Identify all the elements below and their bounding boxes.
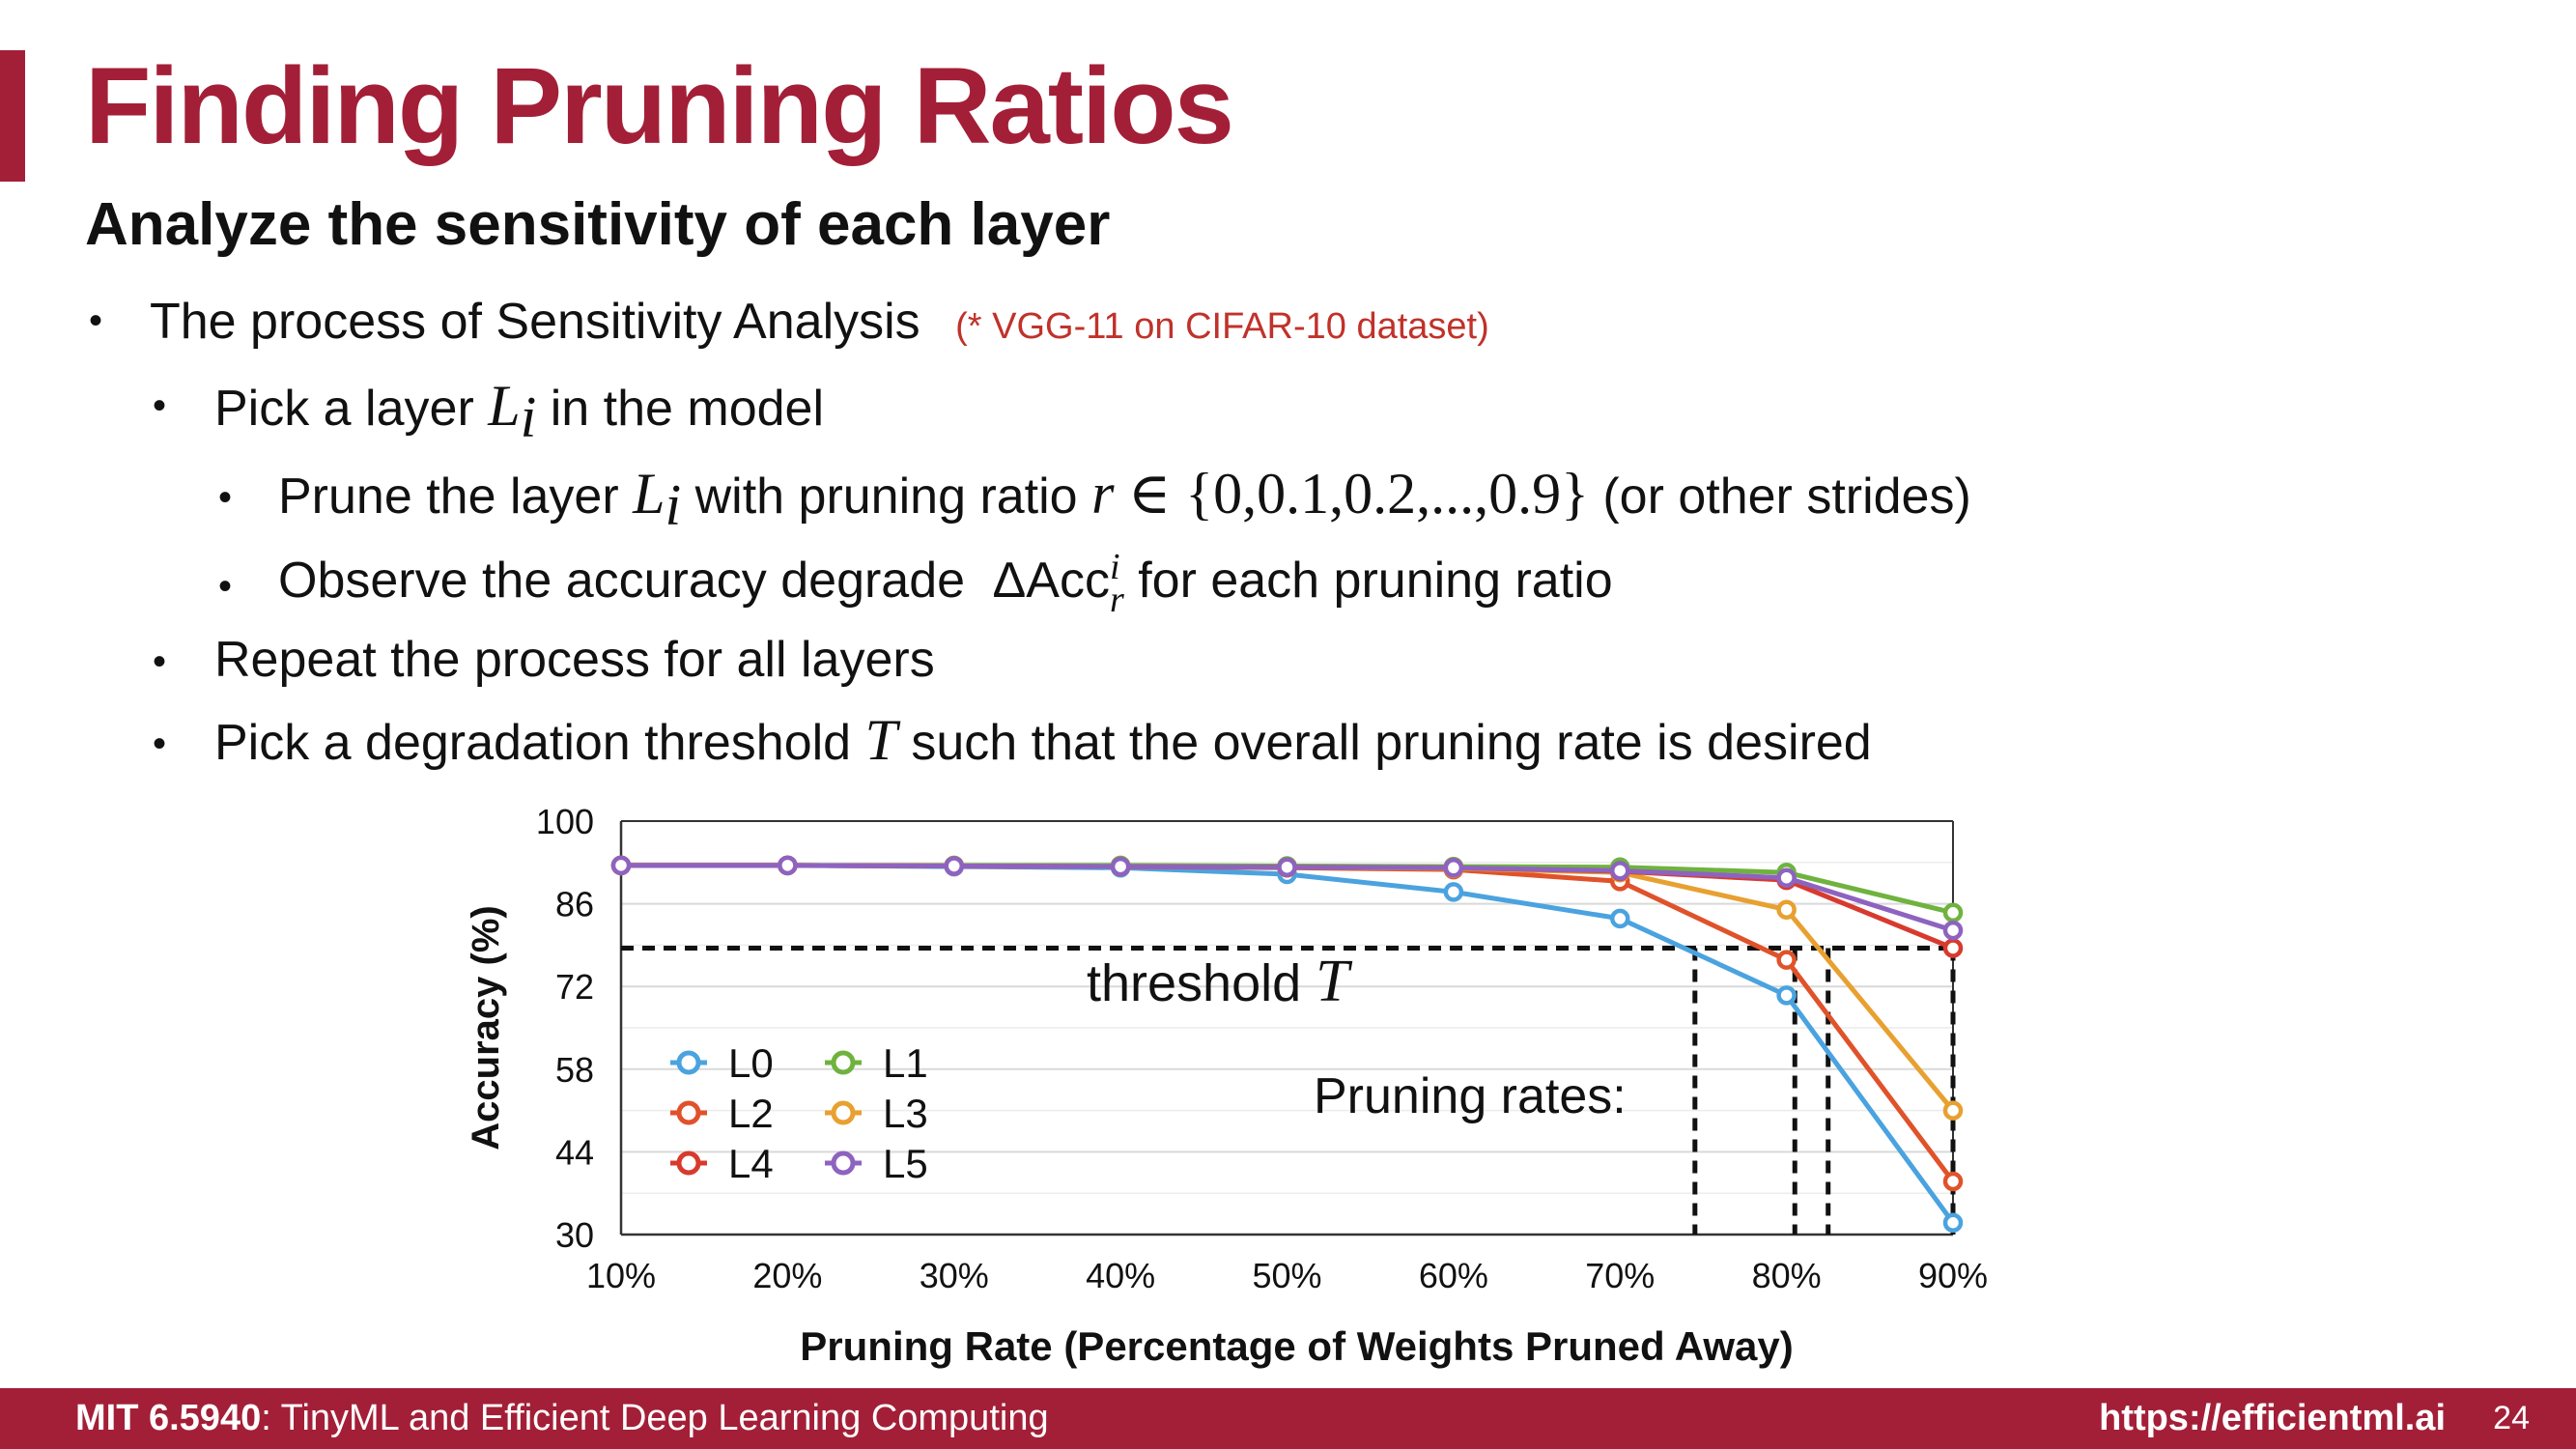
data-point-l3 [1942,1100,1964,1121]
bullet-dot: • [153,384,167,427]
legend-swatch-marker [676,1050,701,1075]
bullet-text: Pick a degradation threshold [214,715,852,771]
data-point-l4 [1942,938,1964,958]
y-tick-label: 44 [555,1132,594,1172]
data-point-l5 [1277,857,1297,877]
slide-title: Finding Pruning Ratios [85,45,1234,166]
data-point-l1 [1942,902,1964,923]
bullet-dot: • [218,476,233,519]
x-tick-label: 20% [752,1256,822,1295]
y-tick-label: 86 [555,885,594,924]
legend-label-l3: L3 [883,1091,928,1136]
bullet-repeat: Repeat the process for all layers [214,630,935,690]
data-point-l5 [778,855,798,876]
ratio-set: ∈ {0,0.1,0.2,...,0.9} [1127,462,1589,526]
dataset-note: (* VGG-11 on CIFAR-10 dataset) [955,306,1489,347]
data-point-l0 [1610,908,1630,929]
bullet-text: Observe the accuracy degrade [278,553,966,609]
x-tick-label: 10% [586,1256,656,1295]
bullet-text: The process of Sensitivity Analysis [150,294,920,350]
data-point-l5 [1610,861,1630,881]
data-point-l5 [1110,856,1131,877]
bullet-text: in the model [550,381,825,437]
threshold-label: threshold T [1087,949,1353,1014]
x-tick-label: 50% [1252,1256,1321,1295]
layer-index: i [665,472,682,537]
threshold-label-variable: T [1316,949,1353,1014]
delta-acc-layer-index: i [1109,547,1120,588]
bullet-text: Pick a layer [214,381,474,437]
y-tick-label: 58 [555,1050,594,1090]
data-point-l5 [1776,867,1797,888]
pruning-rates-label: Pruning rates: [1314,1068,1627,1124]
bullet-observe-accuracy: Observe the accuracy degrade ΔAcc i r for … [278,547,1613,621]
bullet-prune-layer: Prune the layer Li with pruning ratio r … [278,459,1971,539]
course-name: : TinyML and Efficient Deep Learning Com… [261,1398,1049,1438]
data-point-l0 [1443,882,1464,902]
data-point-l5 [1942,920,1964,941]
legend-swatch-marker [831,1100,856,1125]
data-point-l5 [1443,858,1464,878]
layer-variable: L [488,374,521,438]
y-tick-label: 30 [555,1215,594,1255]
x-tick-label: 70% [1585,1256,1655,1295]
legend-label-l0: L0 [728,1040,774,1086]
threshold-variable: T [864,708,897,772]
legend-label-l4: L4 [728,1141,774,1186]
bullet-dot: • [153,723,167,765]
data-point-l2 [1776,950,1797,970]
data-point-l5 [610,855,632,876]
bullet-text: for each pruning ratio [1138,553,1613,609]
delta-acc-ratio-index: r [1109,580,1124,621]
bullet-text: with pruning ratio [694,469,1078,525]
delta-acc-symbol: ΔAcc [992,553,1110,609]
layer-variable: L [633,462,665,526]
bullet-text: Repeat the process for all layers [214,632,935,688]
legend-swatch-marker [676,1151,701,1176]
legend-swatch-marker [831,1151,856,1176]
data-point-l3 [1776,899,1797,920]
bullet-dot: • [153,640,167,683]
bullet-sensitivity-process: The process of Sensitivity Analysis (* V… [150,292,1489,352]
x-tick-label: 40% [1086,1256,1155,1295]
series-line-l2 [621,863,1955,1183]
bullet-threshold: Pick a degradation threshold T such that… [214,705,1872,775]
data-point-l0 [1776,985,1797,1006]
ratio-variable: r [1091,462,1115,526]
layer-index: i [520,384,537,449]
x-tick-label: 60% [1419,1256,1488,1295]
bullet-dot: • [218,565,233,608]
x-tick-label: 80% [1752,1256,1822,1295]
legend-label-l2: L2 [728,1091,774,1136]
slide-subtitle: Analyze the sensitivity of each layer [85,191,1111,258]
footer-bar: MIT 6.5940: TinyML and Efficient Deep Le… [0,1388,2576,1449]
x-axis-label: Pruning Rate (Percentage of Weights Prun… [800,1323,1793,1369]
y-axis-label: Accuracy (%) [465,905,507,1150]
course-code: MIT 6.5940 [75,1398,262,1438]
x-tick-label: 30% [920,1256,989,1295]
data-point-l2 [1942,1171,1964,1192]
title-accent-bar [0,50,25,182]
bullet-pick-layer: Pick a layer Li in the model [214,371,824,451]
bullet-text: Prune the layer [278,469,619,525]
legend-label-l1: L1 [883,1040,928,1086]
x-tick-label: 90% [1918,1256,1988,1295]
legend-swatch-marker [676,1100,701,1125]
footer-course: MIT 6.5940: TinyML and Efficient Deep Le… [75,1398,1049,1439]
data-point-l0 [1942,1212,1964,1234]
page-number: 24 [2493,1400,2530,1436]
bullet-dot: • [89,299,103,342]
series-line-l0 [621,863,1956,1225]
data-point-l5 [944,856,964,876]
legend-label-l5: L5 [883,1141,928,1186]
bullet-text: such that the overall pruning rate is de… [911,715,1872,771]
legend-swatch-marker [831,1050,856,1075]
footer-url-link[interactable]: https://efficientml.ai [2099,1398,2446,1438]
y-tick-label: 72 [555,967,594,1007]
y-tick-label: 100 [536,802,594,841]
bullet-text: (or other strides) [1602,469,1971,525]
